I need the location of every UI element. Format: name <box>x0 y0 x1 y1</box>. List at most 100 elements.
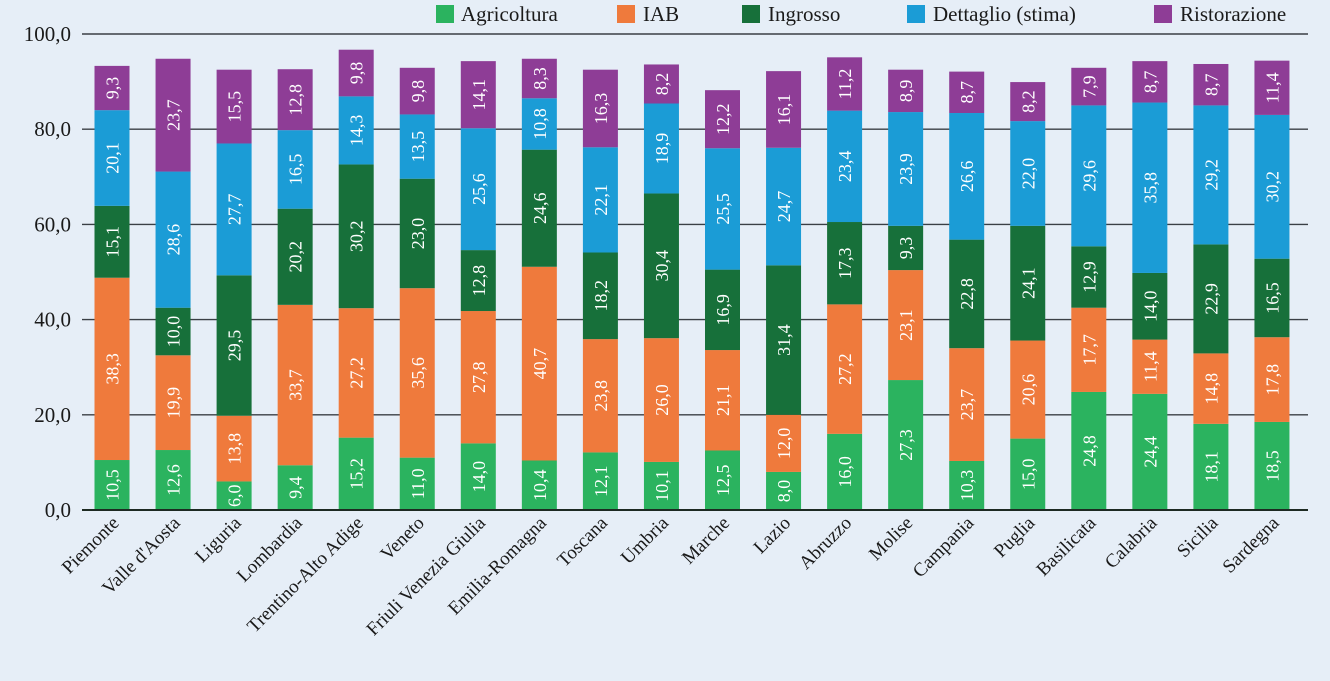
bar-value-label: 30,2 <box>347 221 367 253</box>
bar-segment-ingrosso <box>1254 258 1290 338</box>
bar-value-label: 20,2 <box>286 241 306 273</box>
legend-item-iab[interactable]: IAB <box>617 2 679 26</box>
bar-segment-iab <box>949 348 985 461</box>
bar-value-label: 22,9 <box>1201 283 1221 315</box>
bar-segment-agricoltura <box>643 461 679 510</box>
bar-value-label: 11,4 <box>1140 351 1160 382</box>
bar-value-label: 17,3 <box>835 247 855 279</box>
bar-value-label: 24,6 <box>530 192 550 224</box>
bar-segment-ristorazione <box>1132 61 1168 103</box>
x-category-label: Campania <box>909 512 979 582</box>
bar-value-label: 26,6 <box>957 161 977 193</box>
bar-stack-calabria <box>1132 61 1168 510</box>
bar-stack-toscana <box>582 69 618 510</box>
x-category-label: Toscana <box>553 512 612 571</box>
bar-segment-dettaglio-stima <box>277 130 313 209</box>
bar-value-label: 9,3 <box>896 237 916 260</box>
bar-segment-dettaglio-stima <box>949 113 985 240</box>
bar-value-label: 11,2 <box>835 69 855 100</box>
bar-segment-iab <box>1071 307 1107 392</box>
bar-value-label: 27,2 <box>347 357 367 389</box>
bar-value-label: 21,1 <box>713 385 733 417</box>
bar-segment-iab <box>827 304 863 434</box>
legend-item-ristorazione[interactable]: Ristorazione <box>1154 2 1286 26</box>
bar-value-label: 10,8 <box>530 108 550 139</box>
bar-stack-valle-d-aosta <box>155 58 191 510</box>
bar-value-label: 10,3 <box>957 470 977 502</box>
bar-value-label: 15,1 <box>103 226 123 257</box>
bar-segment-iab <box>460 311 496 444</box>
bar-segment-ristorazione <box>216 69 252 144</box>
bar-segment-ingrosso <box>155 307 191 356</box>
bar-segment-dettaglio-stima <box>888 112 924 226</box>
bar-segment-iab <box>155 355 191 451</box>
bar-value-label: 24,1 <box>1018 267 1038 299</box>
bar-segment-ingrosso <box>94 205 130 278</box>
bar-segment-ingrosso <box>888 225 924 271</box>
bar-segment-iab <box>1254 337 1290 422</box>
bar-value-label: 28,6 <box>164 224 184 256</box>
y-tick-label: 20,0 <box>34 403 71 427</box>
bar-value-label: 15,2 <box>347 458 367 490</box>
legend-item-agricoltura[interactable]: Agricoltura <box>436 2 558 26</box>
bar-segment-ristorazione <box>460 61 496 129</box>
legend-item-dettaglio[interactable]: Dettaglio (stima) <box>907 2 1076 26</box>
bar-segment-dettaglio-stima <box>643 103 679 194</box>
bar-segment-ingrosso <box>1071 246 1107 308</box>
bar-value-label: 26,0 <box>652 384 672 416</box>
bar-value-label: 6,0 <box>225 484 245 507</box>
bar-segment-ingrosso <box>1193 244 1229 354</box>
bar-segment-dettaglio-stima <box>1071 105 1107 247</box>
bar-segment-ristorazione <box>338 49 374 97</box>
bar-value-label: 18,1 <box>1201 451 1221 483</box>
bar-segment-ristorazione <box>1254 60 1290 115</box>
x-category-label: Basilicata <box>1033 512 1101 580</box>
bar-value-label: 22,8 <box>957 278 977 310</box>
bar-segment-ristorazione <box>766 71 802 148</box>
bar-value-label: 12,8 <box>286 84 306 116</box>
bar-segment-iab <box>766 414 802 472</box>
legend-label-ingrosso: Ingrosso <box>768 2 840 26</box>
bar-segment-ingrosso <box>949 239 985 349</box>
bar-value-label: 12,6 <box>164 464 184 496</box>
bar-segment-ingrosso <box>1010 225 1046 341</box>
x-category-label: Veneto <box>377 513 429 565</box>
bar-value-label: 31,4 <box>774 324 794 356</box>
bar-value-label: 8,9 <box>896 80 916 103</box>
bar-segment-dettaglio-stima <box>766 147 802 266</box>
bar-segment-ristorazione <box>1010 82 1046 122</box>
legend-label-agricoltura: Agricoltura <box>461 2 558 26</box>
bar-segment-agricoltura <box>338 437 374 510</box>
bar-value-label: 27,7 <box>225 194 245 226</box>
bar-value-label: 16,5 <box>1262 282 1282 314</box>
bar-segment-dettaglio-stima <box>1010 121 1046 226</box>
bar-value-label: 30,4 <box>652 250 672 282</box>
bar-stack-basilicata <box>1071 67 1107 510</box>
legend-label-ristorazione: Ristorazione <box>1180 2 1286 26</box>
bar-stack-emilia-romagna <box>521 58 557 510</box>
bar-segment-ristorazione <box>277 69 313 131</box>
bar-value-label: 23,9 <box>896 153 916 185</box>
bar-segment-agricoltura <box>216 481 252 510</box>
bar-value-label: 12,9 <box>1079 261 1099 293</box>
bar-segment-ingrosso <box>827 222 863 305</box>
bar-segment-agricoltura <box>399 457 435 510</box>
bar-segment-ristorazione <box>949 71 985 114</box>
bar-value-label: 18,5 <box>1262 450 1282 482</box>
legend-label-iab: IAB <box>643 2 679 26</box>
bar-value-label: 8,7 <box>1201 73 1221 96</box>
bar-value-label: 12,8 <box>469 265 489 297</box>
y-axis-ticks: 0,0 20,0 40,0 60,0 80,0 100,0 <box>24 22 71 522</box>
bar-value-label: 12,5 <box>713 465 733 497</box>
bar-segment-ingrosso <box>399 178 435 289</box>
bar-value-label: 40,7 <box>530 348 550 380</box>
bar-value-label: 14,1 <box>469 79 489 111</box>
x-category-label: Marche <box>678 513 734 569</box>
bar-value-label: 24,4 <box>1140 436 1160 468</box>
legend-item-ingrosso[interactable]: Ingrosso <box>742 2 840 26</box>
y-tick-label: 60,0 <box>34 212 71 236</box>
bar-segment-iab <box>705 350 740 451</box>
bar-segment-iab <box>94 277 130 461</box>
bar-segment-ristorazione <box>521 58 557 99</box>
